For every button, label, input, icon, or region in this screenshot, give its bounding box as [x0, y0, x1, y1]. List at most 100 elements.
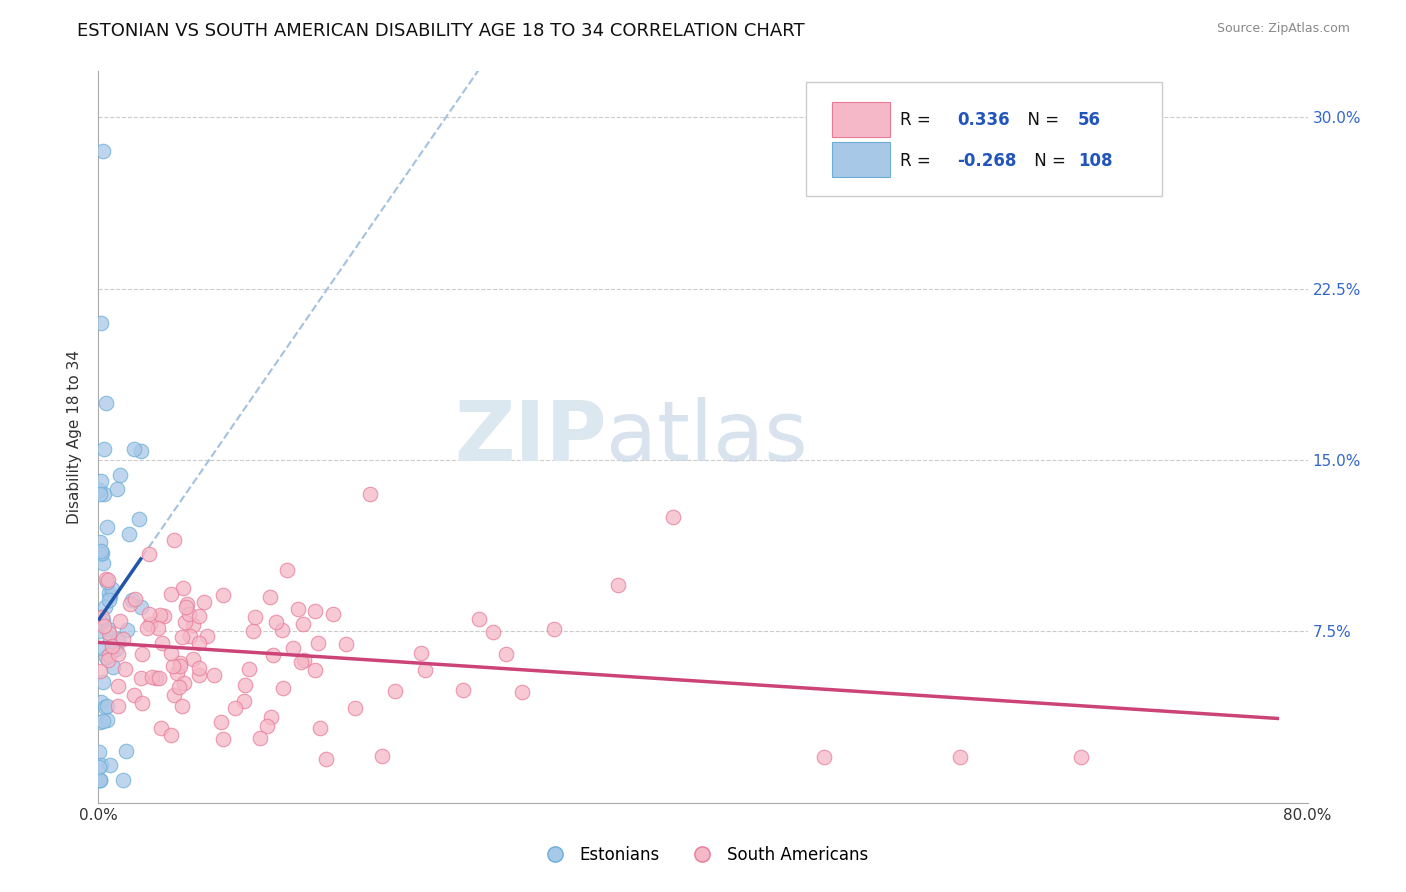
- Text: N =: N =: [1029, 152, 1071, 169]
- Point: [661, 510, 683, 524]
- Point: [89, 534, 111, 549]
- Point: [169, 657, 191, 671]
- Point: [138, 547, 160, 561]
- Point: [271, 681, 294, 695]
- Point: [262, 648, 284, 663]
- Point: [89, 760, 111, 774]
- Point: [91, 145, 114, 159]
- Point: [174, 615, 197, 629]
- Point: [108, 614, 131, 628]
- Point: [543, 622, 565, 636]
- Point: [108, 468, 131, 483]
- Point: [292, 653, 315, 667]
- Point: [163, 533, 186, 548]
- Point: [212, 731, 235, 746]
- Point: [124, 591, 146, 606]
- Point: [89, 487, 111, 501]
- Point: [100, 582, 122, 596]
- Point: [307, 636, 329, 650]
- Point: [94, 600, 117, 615]
- FancyBboxPatch shape: [832, 102, 890, 137]
- Point: [98, 593, 121, 607]
- Point: [107, 699, 129, 714]
- Point: [174, 599, 197, 614]
- Point: [105, 641, 128, 656]
- Point: [193, 595, 215, 609]
- Point: [181, 617, 204, 632]
- Point: [91, 613, 114, 627]
- Point: [271, 623, 294, 637]
- Point: [89, 624, 111, 638]
- Point: [150, 635, 173, 649]
- Point: [94, 396, 117, 410]
- Point: [90, 316, 112, 330]
- Point: [160, 646, 183, 660]
- Point: [276, 563, 298, 577]
- Point: [813, 750, 835, 764]
- Point: [138, 607, 160, 622]
- Point: [160, 587, 183, 601]
- Point: [89, 745, 111, 759]
- Point: [233, 678, 256, 692]
- Legend: Estonians, South Americans: Estonians, South Americans: [531, 839, 875, 871]
- Point: [181, 652, 204, 666]
- Point: [129, 444, 152, 458]
- Point: [90, 474, 112, 488]
- Point: [233, 694, 256, 708]
- FancyBboxPatch shape: [806, 82, 1163, 195]
- Point: [242, 624, 264, 639]
- Point: [510, 685, 533, 699]
- Point: [179, 629, 201, 643]
- Point: [287, 602, 309, 616]
- Point: [166, 666, 188, 681]
- Point: [107, 632, 129, 646]
- Point: [98, 757, 121, 772]
- Point: [162, 659, 184, 673]
- Point: [129, 600, 152, 615]
- Point: [94, 649, 117, 664]
- Point: [146, 621, 169, 635]
- Point: [96, 699, 118, 714]
- Point: [152, 608, 174, 623]
- Point: [98, 626, 121, 640]
- Point: [249, 731, 271, 745]
- Point: [172, 698, 194, 713]
- Point: [97, 653, 120, 667]
- Point: [187, 609, 209, 624]
- Point: [335, 637, 357, 651]
- Point: [315, 751, 337, 765]
- Point: [238, 661, 260, 675]
- Point: [98, 590, 121, 604]
- Point: [169, 680, 191, 694]
- Point: [100, 640, 122, 654]
- Point: [96, 574, 118, 589]
- Point: [163, 688, 186, 702]
- Point: [90, 615, 112, 629]
- Text: ZIP: ZIP: [454, 397, 606, 477]
- Point: [148, 671, 170, 685]
- Point: [256, 719, 278, 733]
- Point: [118, 526, 141, 541]
- Text: R =: R =: [900, 152, 936, 169]
- Point: [94, 572, 117, 586]
- Point: [409, 646, 432, 660]
- Point: [90, 758, 112, 772]
- Point: [91, 640, 114, 655]
- Point: [114, 662, 136, 676]
- Point: [93, 487, 115, 501]
- Point: [117, 624, 139, 638]
- Point: [89, 772, 111, 787]
- Point: [107, 648, 129, 662]
- Point: [114, 744, 136, 758]
- Point: [413, 663, 436, 677]
- Point: [451, 682, 474, 697]
- Point: [495, 647, 517, 661]
- Point: [259, 590, 281, 604]
- Point: [89, 714, 111, 729]
- Point: [90, 695, 112, 709]
- Text: 0.336: 0.336: [957, 112, 1010, 129]
- Point: [97, 648, 120, 663]
- Point: [260, 710, 283, 724]
- Point: [170, 630, 193, 644]
- Point: [188, 636, 211, 650]
